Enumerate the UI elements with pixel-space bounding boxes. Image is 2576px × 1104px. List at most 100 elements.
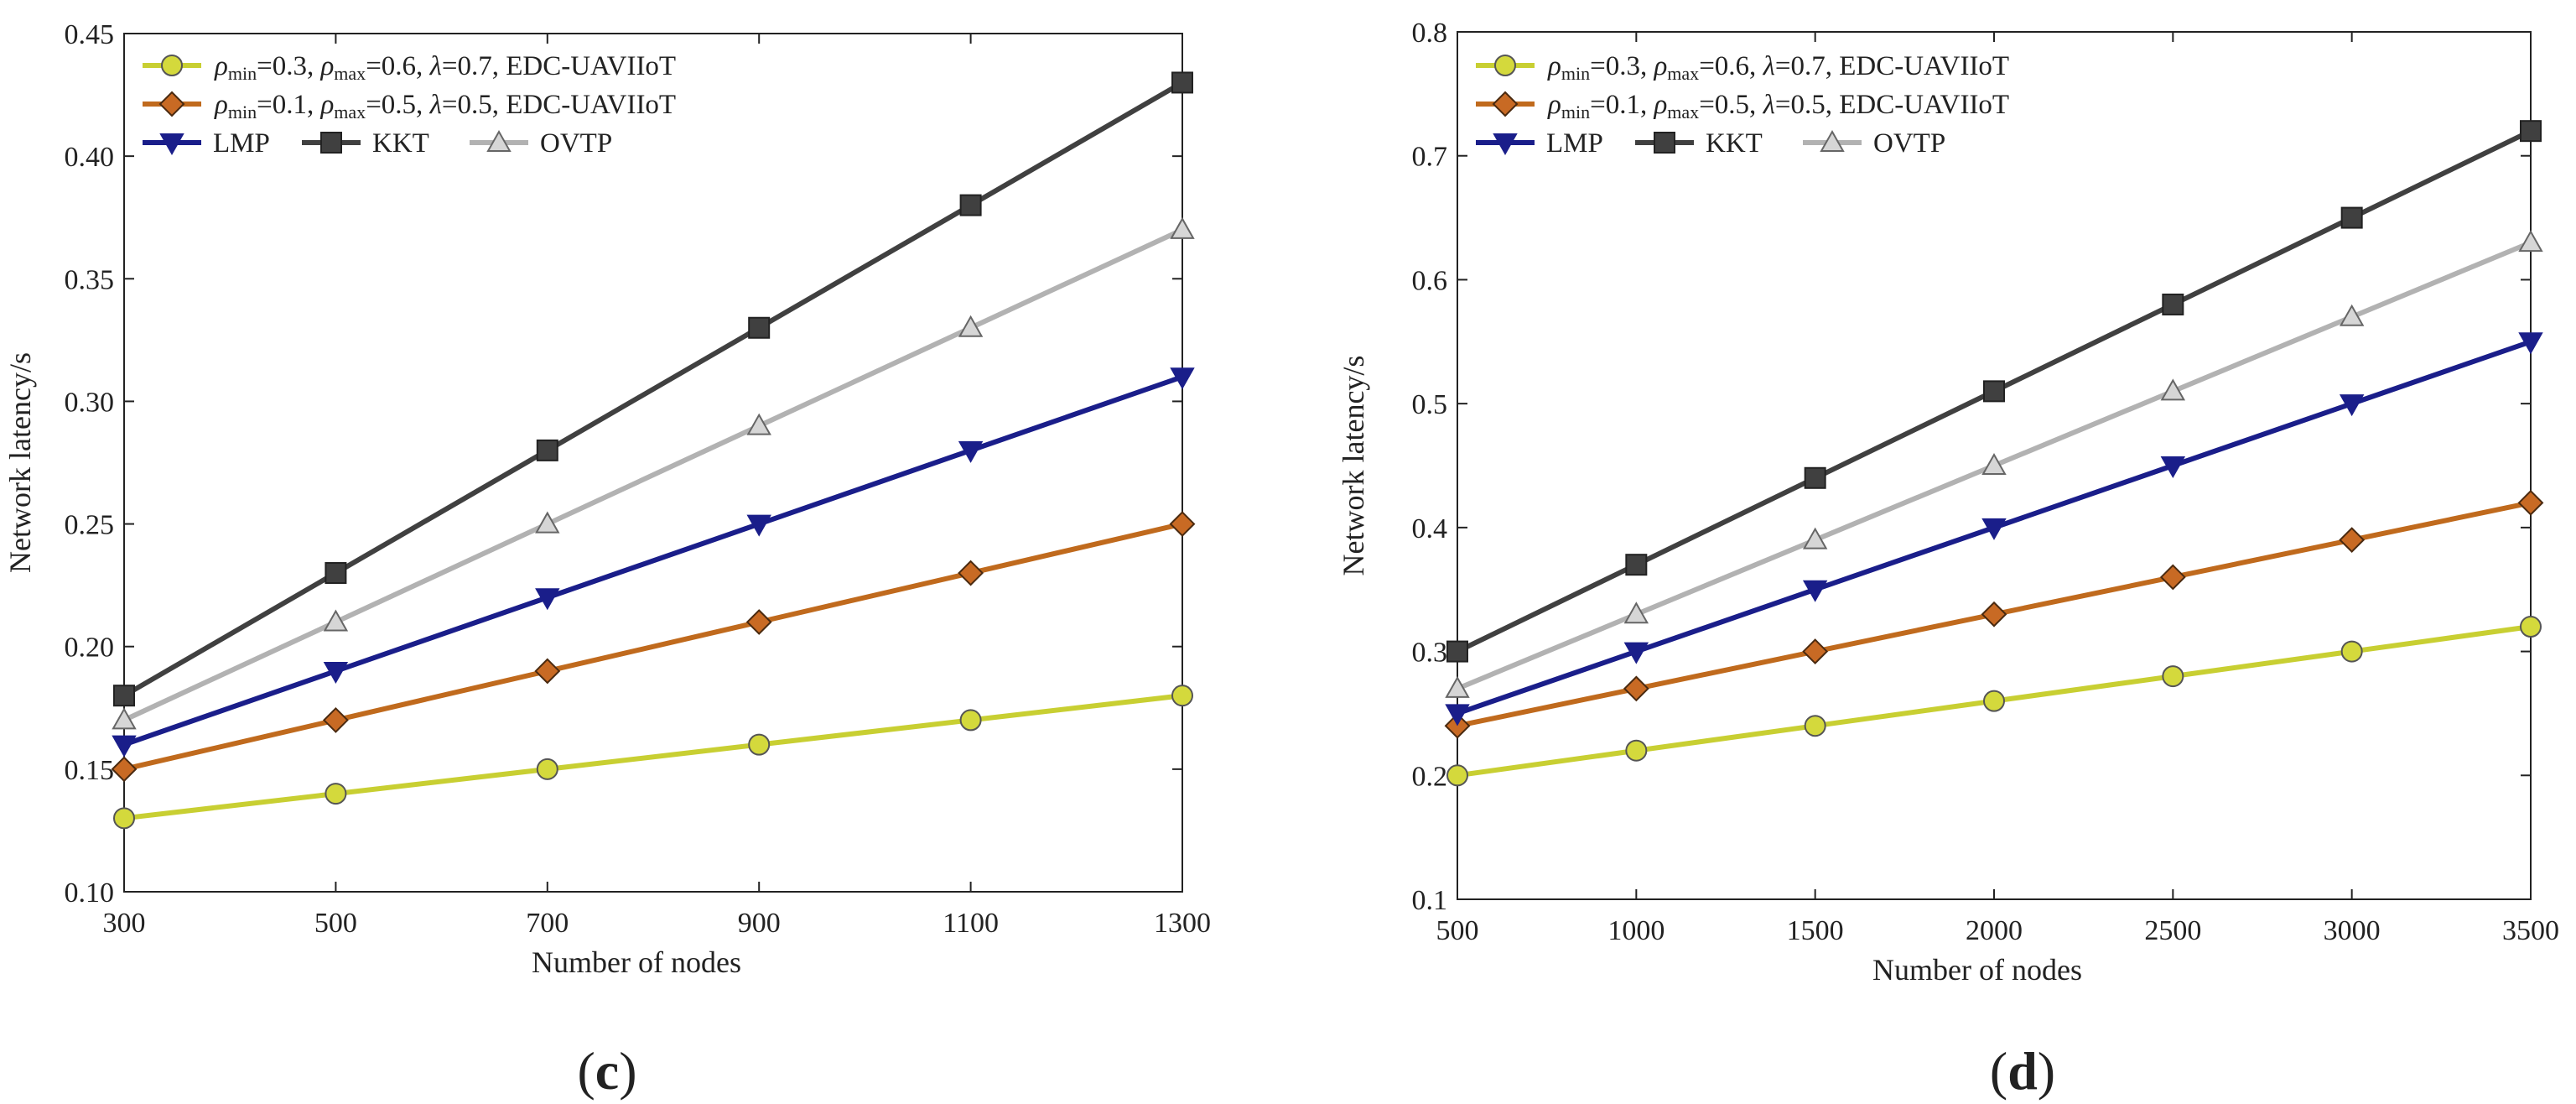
x-tick-label: 3500 — [2502, 915, 2559, 946]
x-tick-label: 1100 — [943, 908, 999, 939]
data-point-kkt — [2340, 206, 2363, 229]
data-point-ovtp — [1170, 216, 1195, 239]
data-point-kkt — [536, 439, 558, 461]
data-point-edc_a — [113, 807, 135, 830]
data-point-edc_a — [536, 758, 558, 780]
legend-label-edc_b: ρmin=0.1, ρmax=0.5, λ=0.5, EDC-UAVIIoT — [1547, 90, 2009, 122]
data-point-ovtp — [958, 315, 984, 337]
data-point-kkt — [1625, 554, 1648, 576]
y-tick-label: 0.20 — [65, 633, 115, 664]
series-line-edc_a — [123, 693, 1183, 821]
plot-frame — [123, 33, 1183, 893]
legend-label-lmp: LMP — [213, 128, 270, 159]
x-tick-label: 700 — [526, 908, 569, 939]
data-point-edc_a — [2162, 665, 2184, 688]
data-point-ovtp — [323, 609, 349, 632]
legend-label-edc_a: ρmin=0.3, ρmax=0.6, λ=0.7, EDC-UAVIIoT — [214, 51, 676, 84]
legend: ρmin=0.3, ρmax=0.6, λ=0.7, EDC-UAVIIoT ρm… — [143, 51, 676, 159]
data-point-edc_a — [1171, 685, 1193, 707]
data-point-edc_a — [1983, 690, 2005, 712]
legend-label-edc_b: ρmin=0.1, ρmax=0.5, λ=0.5, EDC-UAVIIoT — [214, 90, 676, 122]
data-point-edc_b — [1169, 511, 1196, 537]
x-tick-label: 1300 — [1154, 908, 1211, 939]
y-tick-label: 0.35 — [65, 264, 115, 295]
data-point-ovtp — [2160, 378, 2186, 401]
x-axis-title: Number of nodes — [1872, 953, 2082, 987]
x-tick-label: 1000 — [1607, 915, 1665, 946]
data-point-lmp — [1445, 704, 1470, 726]
y-axis-title: Network latency/s — [1337, 356, 1370, 576]
data-point-kkt — [325, 562, 347, 585]
y-tick-label: 0.45 — [65, 19, 115, 50]
data-point-ovtp — [112, 707, 137, 730]
data-point-kkt — [113, 685, 135, 707]
legend-marker-kkt — [1654, 132, 1675, 154]
x-tick-label: 900 — [738, 908, 781, 939]
data-point-edc_b — [1802, 638, 1829, 664]
data-point-edc_b — [1623, 675, 1649, 702]
data-point-ovtp — [746, 413, 771, 435]
data-point-edc_a — [2520, 616, 2542, 638]
data-point-ovtp — [1802, 527, 1828, 549]
data-point-edc_b — [111, 756, 138, 783]
data-point-lmp — [112, 735, 137, 758]
y-axis-title: Network latency/s — [3, 352, 37, 573]
x-tick-label: 3000 — [2324, 915, 2381, 946]
data-point-lmp — [535, 588, 560, 611]
data-point-ovtp — [2518, 230, 2543, 253]
x-tick-label: 500 — [1436, 915, 1479, 946]
y-tick-label: 0.10 — [65, 877, 115, 909]
data-point-edc_a — [959, 709, 982, 732]
y-tick-label: 0.2 — [1412, 761, 1448, 792]
series-line-lmp — [123, 374, 1183, 747]
chart-panel-d: 0.1 0.2 0.3 0.4 0.5 0.6 0.7 0.8 500 1000 1500 2000 2… — [1337, 18, 2559, 1101]
x-tick-label: 1500 — [1787, 915, 1844, 946]
legend-label-kkt: KKT — [1706, 128, 1763, 159]
x-tick-label: 500 — [314, 908, 357, 939]
data-point-lmp — [1802, 580, 1828, 602]
data-point-kkt — [959, 194, 982, 216]
legend-label-kkt: KKT — [372, 128, 429, 159]
data-point-kkt — [1983, 380, 2005, 403]
data-point-lmp — [746, 514, 771, 537]
panel-label: (c) — [577, 1041, 636, 1101]
data-point-ovtp — [1445, 675, 1470, 698]
legend-marker-edc_b — [1492, 91, 1519, 117]
y-tick-label: 0.5 — [1412, 389, 1448, 420]
data-point-kkt — [748, 316, 771, 339]
legend-marker-edc_b — [158, 91, 185, 117]
data-point-ovtp — [535, 511, 560, 534]
data-point-edc_b — [322, 706, 349, 733]
y-tick-label: 0.25 — [65, 510, 115, 541]
legend-marker-edc_a — [161, 55, 183, 76]
legend-marker-lmp — [159, 133, 184, 156]
x-tick-label: 2000 — [1966, 915, 2023, 946]
data-point-edc_a — [2340, 640, 2363, 663]
legend-marker-lmp — [1493, 133, 1518, 156]
data-point-edc_b — [745, 609, 772, 635]
chart-panel-c: 0.10 0.15 0.20 0.25 0.30 0.35 0.40 0.45 300 500 70… — [3, 19, 1211, 1101]
data-point-lmp — [2518, 332, 2543, 355]
legend: ρmin=0.3, ρmax=0.6, λ=0.7, EDC-UAVIIoT ρm… — [1476, 51, 2009, 159]
data-point-kkt — [2520, 120, 2542, 143]
legend-label-edc_a: ρmin=0.3, ρmax=0.6, λ=0.7, EDC-UAVIIoT — [1547, 51, 2009, 84]
y-tick-label: 0.1 — [1412, 885, 1448, 916]
series-line-edc_b — [123, 521, 1183, 772]
data-point-lmp — [1981, 518, 2007, 540]
legend-label-ovtp: OVTP — [540, 128, 612, 159]
panel-label: (d) — [1990, 1041, 2055, 1101]
data-point-lmp — [1170, 367, 1195, 390]
data-point-edc_b — [2339, 527, 2366, 554]
data-point-edc_b — [958, 560, 984, 586]
legend-marker-ovtp — [486, 129, 512, 152]
legend-marker-edc_a — [1494, 55, 1516, 76]
data-point-ovtp — [2339, 304, 2365, 326]
data-point-edc_a — [1625, 739, 1648, 762]
series-line-kkt — [122, 80, 1184, 698]
y-tick-label: 0.8 — [1412, 18, 1448, 49]
data-point-ovtp — [1981, 452, 2007, 475]
legend-marker-ovtp — [1820, 129, 1845, 152]
y-tick-label: 0.40 — [65, 142, 115, 173]
data-point-lmp — [2160, 456, 2186, 479]
